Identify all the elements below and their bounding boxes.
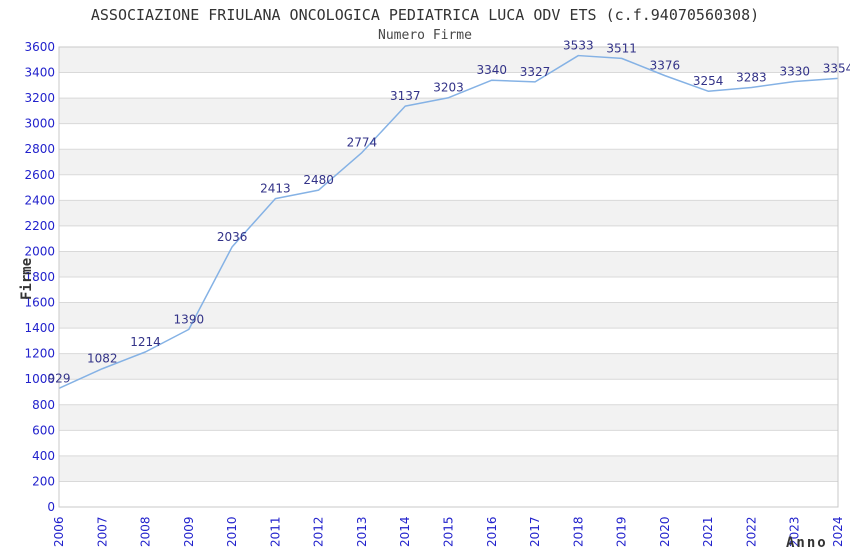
y-axis-title: Firme (19, 258, 35, 300)
y-tick-label: 2400 (24, 193, 55, 207)
y-tick-label: 1600 (24, 296, 55, 310)
plot-band (59, 353, 838, 380)
point-label: 2413 (260, 182, 291, 196)
x-tick-label: 2015 (442, 516, 456, 547)
point-label: 2774 (347, 136, 378, 150)
x-tick-label: 2024 (831, 516, 845, 547)
point-label: 3354 (823, 61, 850, 75)
plot-band (59, 302, 838, 329)
plot-border (58, 46, 839, 508)
point-label: 3533 (563, 39, 594, 53)
point-label: 3327 (520, 65, 551, 79)
y-tick-label: 3400 (24, 66, 55, 80)
x-tick-label: 2008 (139, 516, 153, 547)
plot-band (59, 455, 838, 482)
x-tick-label: 2022 (744, 516, 758, 547)
x-tick-label: 2021 (701, 516, 715, 547)
x-tick-label: 2012 (312, 516, 326, 547)
y-tick-label: 400 (32, 449, 55, 463)
x-tick-label: 2019 (615, 516, 629, 547)
point-labels: 929 1082 1214 1390 2036 2413 2480 2774 3137 3203 3… (48, 39, 850, 386)
plot-band (59, 404, 838, 431)
y-tick-label: 3600 (24, 40, 55, 54)
point-label: 3254 (693, 74, 724, 88)
point-label: 1082 (87, 352, 118, 366)
x-tick-label: 2009 (182, 516, 196, 547)
y-tick-label: 2600 (24, 168, 55, 182)
y-tick-label: 1200 (24, 347, 55, 361)
plot-band (59, 149, 838, 175)
x-axis-title: Anno (786, 535, 828, 550)
x-axis-ticks: 2006 2007 2008 2009 2010 2011 2012 2013 2014 2015… (52, 516, 845, 547)
point-label: 929 (48, 371, 71, 385)
x-tick-label: 2006 (52, 516, 66, 547)
plot-band (59, 98, 838, 124)
point-label: 3137 (390, 89, 421, 103)
plot-band (59, 251, 838, 277)
x-tick-label: 2014 (398, 516, 412, 547)
point-label: 2036 (217, 230, 248, 244)
x-tick-label: 2010 (225, 516, 239, 547)
point-label: 1214 (130, 335, 161, 349)
point-label: 3340 (477, 63, 508, 77)
y-tick-label: 1400 (24, 321, 55, 335)
y-tick-label: 1800 (24, 270, 55, 284)
x-tick-label: 2011 (268, 516, 282, 547)
x-tick-label: 2023 (788, 516, 802, 547)
y-tick-label: 2000 (24, 244, 55, 258)
x-tick-label: 2013 (355, 516, 369, 547)
point-label: 3330 (779, 65, 810, 79)
y-tick-label: 1000 (24, 372, 55, 386)
y-tick-label: 3200 (24, 91, 55, 105)
chart-title: ASSOCIAZIONE FRIULANA ONCOLOGICA PEDIATR… (90, 6, 760, 24)
plot-band (59, 47, 838, 73)
point-label: 3203 (433, 81, 464, 95)
plot-bands (59, 47, 838, 482)
point-label: 3376 (650, 59, 681, 73)
x-tick-label: 2016 (485, 516, 499, 547)
y-tick-label: 3000 (24, 117, 55, 131)
point-label: 1390 (174, 312, 205, 326)
y-tick-label: 600 (32, 423, 55, 437)
y-axis-ticks: 3600340032003000280026002400220020001800… (24, 40, 55, 514)
x-tick-label: 2018 (571, 516, 585, 547)
chart-subtitle: Numero Firme (378, 28, 472, 43)
plot-band (59, 200, 838, 226)
y-tick-label: 2800 (24, 142, 55, 156)
point-label: 2480 (303, 173, 334, 187)
x-tick-label: 2020 (658, 516, 672, 547)
point-label: 3283 (736, 71, 767, 85)
y-tick-label: 0 (47, 500, 55, 514)
y-tick-label: 2200 (24, 219, 55, 233)
x-tick-label: 2017 (528, 516, 542, 547)
y-tick-label: 800 (32, 398, 55, 412)
point-label: 3511 (606, 41, 637, 55)
x-tick-label: 2007 (95, 516, 109, 547)
y-tick-label: 200 (32, 474, 55, 488)
series-line (58, 54, 839, 389)
